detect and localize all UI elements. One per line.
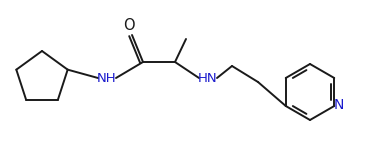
- Text: O: O: [123, 18, 135, 33]
- Text: NH: NH: [97, 72, 117, 84]
- Text: HN: HN: [198, 72, 218, 84]
- Text: N: N: [334, 98, 344, 112]
